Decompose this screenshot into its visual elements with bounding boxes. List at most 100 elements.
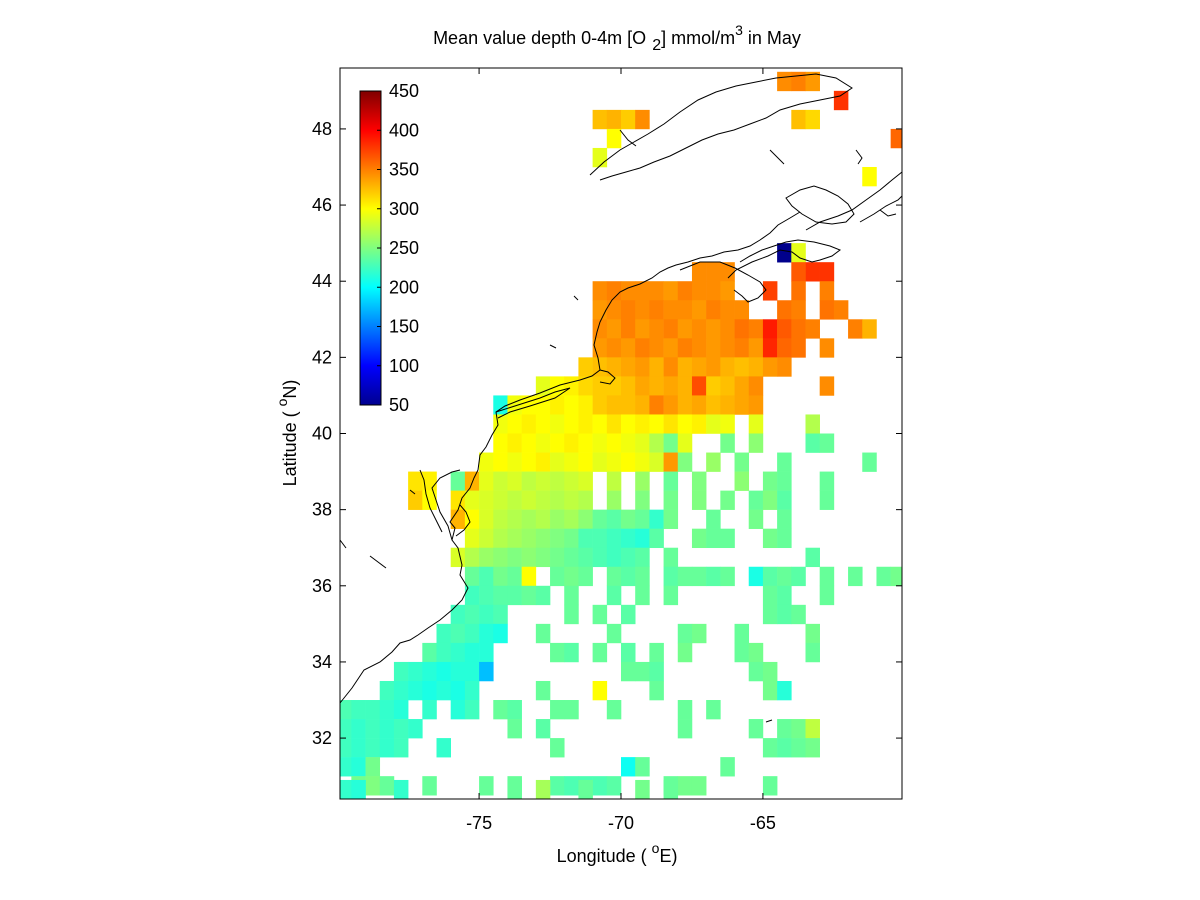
heatmap-cell — [748, 490, 764, 510]
heatmap-cell — [677, 300, 693, 320]
heatmap-cell — [649, 338, 664, 358]
heatmap-cell — [677, 338, 693, 358]
heatmap-cell — [464, 471, 480, 491]
heatmap-cell — [507, 509, 522, 529]
heatmap-cell — [691, 300, 707, 320]
colorbar-tick-label: 250 — [389, 238, 419, 258]
heatmap-cell — [621, 642, 636, 663]
heatmap-cell — [464, 585, 480, 606]
heatmap-cell — [606, 128, 622, 149]
heatmap-cell — [777, 319, 792, 339]
heatmap-cell — [720, 338, 735, 358]
heatmap-cell — [365, 700, 381, 720]
heatmap-cell — [621, 566, 636, 587]
heatmap-cell — [720, 490, 735, 510]
heatmap-cell — [862, 166, 877, 187]
heatmap-cell — [550, 738, 565, 758]
colorbar-tick-label: 400 — [389, 120, 419, 140]
heatmap-cell — [663, 395, 679, 415]
heatmap-cell — [734, 623, 750, 644]
heatmap-cell — [393, 661, 409, 682]
heatmap-cell — [762, 585, 778, 606]
heatmap-cell — [663, 338, 679, 358]
heatmap-cell — [535, 528, 551, 549]
heatmap-cell — [606, 776, 622, 796]
heatmap-cell — [635, 547, 650, 568]
heatmap-cell — [621, 528, 636, 549]
heatmap-cell — [408, 719, 423, 739]
heatmap-cell — [507, 547, 522, 568]
heatmap-cell — [791, 300, 806, 320]
heatmap-cell — [450, 700, 466, 720]
heatmap-cell — [720, 395, 735, 415]
heatmap-cell — [635, 376, 650, 396]
heatmap-cell — [621, 357, 636, 377]
heatmap-cell — [791, 262, 806, 282]
heatmap-cell — [592, 528, 608, 549]
heatmap-cell — [393, 719, 409, 739]
heatmap-cell — [677, 452, 693, 472]
heatmap-cell — [720, 757, 735, 777]
heatmap-cell — [819, 281, 835, 301]
heatmap-cell — [450, 490, 466, 510]
heatmap-cell — [379, 776, 395, 796]
y-tick-label: 42 — [312, 347, 332, 367]
heatmap-cell — [592, 109, 608, 130]
x-axis-ticks: -75 -70 -65 — [466, 68, 776, 833]
heatmap-cell — [791, 604, 806, 625]
heatmap-cell — [479, 566, 494, 587]
colorbar-tick-label: 350 — [389, 160, 419, 180]
heatmap-cell — [450, 547, 466, 568]
heatmap-cell — [663, 357, 679, 377]
heatmap-cell — [635, 395, 650, 415]
heatmap-cell — [777, 738, 792, 758]
heatmap-cell — [748, 509, 764, 529]
heatmap-cell — [365, 719, 381, 739]
heatmap-cell — [464, 490, 480, 510]
colorbar-tick-label: 300 — [389, 199, 419, 219]
heatmap-cell — [507, 779, 522, 800]
heatmap-cell — [649, 319, 664, 339]
heatmap-cell — [535, 680, 551, 701]
heatmap-cell — [379, 738, 395, 758]
heatmap-cell — [734, 300, 750, 320]
heatmap-cell — [677, 700, 693, 720]
heatmap-cell — [535, 471, 551, 491]
heatmap-cell — [592, 604, 608, 625]
heatmap-cell — [762, 604, 778, 625]
heatmap-cell — [890, 128, 903, 149]
heatmap-cell — [606, 338, 622, 358]
heatmap-cell — [748, 642, 764, 663]
heatmap-cell — [734, 395, 750, 415]
heatmap-cell — [550, 395, 565, 415]
heatmap-cell — [876, 566, 891, 587]
heatmap-cell — [479, 623, 494, 644]
heatmap-cell — [564, 414, 579, 434]
heatmap-cell — [762, 738, 778, 758]
heatmap-cell — [592, 680, 608, 701]
heatmap-cell — [635, 661, 650, 682]
heatmap-cell — [691, 319, 707, 339]
heatmap-cell — [507, 700, 522, 720]
heatmap-cell — [635, 414, 650, 434]
heatmap-cell — [564, 547, 579, 568]
heatmap-cell — [464, 642, 480, 663]
heatmap-cell — [450, 509, 466, 529]
heatmap-cell — [663, 547, 679, 568]
heatmap-cell — [578, 547, 593, 568]
heatmap-cell — [621, 547, 636, 568]
heatmap-cell — [521, 414, 537, 434]
heatmap-cell — [663, 414, 679, 434]
heatmap-cell — [720, 566, 735, 587]
heatmap-cell — [564, 433, 579, 453]
heatmap-cell — [691, 357, 707, 377]
heatmap-cell — [521, 509, 537, 529]
heatmap-cell — [691, 623, 707, 644]
y-tick-label: 40 — [312, 424, 332, 444]
heatmap-cell — [748, 433, 764, 453]
heatmap-cell — [635, 300, 650, 320]
heatmap-cell — [677, 357, 693, 377]
heatmap-cell — [592, 509, 608, 529]
heatmap-cell — [606, 547, 622, 568]
